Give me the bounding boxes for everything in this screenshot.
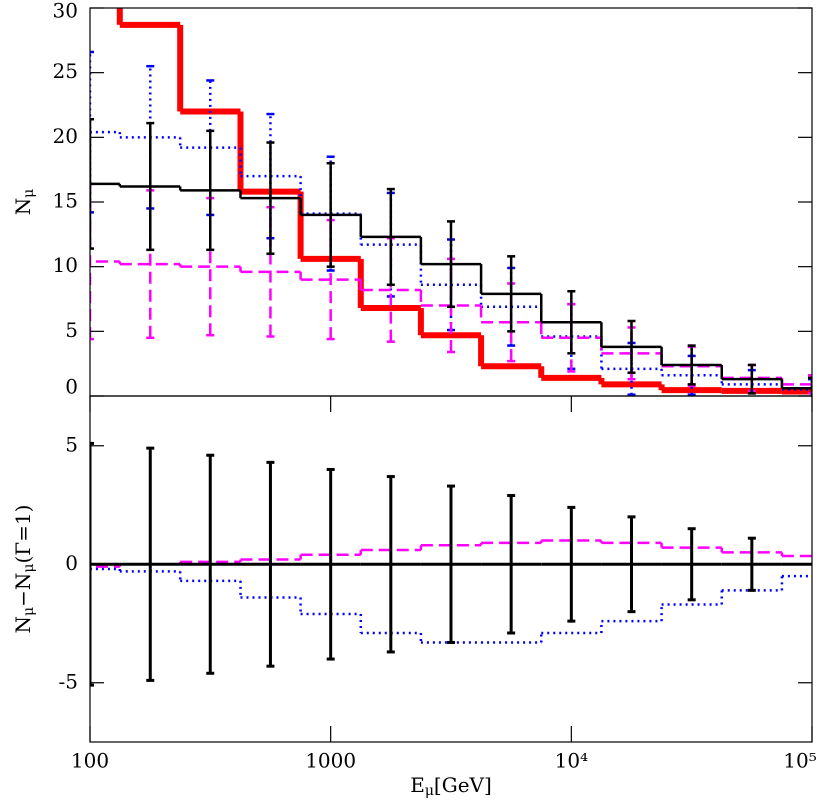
- x-axis-label: Eμ[GeV]: [410, 773, 492, 800]
- y-tick-label: 5: [65, 432, 78, 456]
- x-tick-label: 100: [71, 749, 109, 773]
- y-tick-label: 0: [65, 375, 78, 399]
- subscript: μ: [21, 607, 37, 616]
- y-tick-label: 10: [53, 253, 78, 277]
- subscript: μ: [21, 189, 37, 198]
- x-tick-label: 1000: [305, 749, 356, 773]
- y-tick-label: 0: [65, 551, 78, 575]
- y-tick-label: 30: [53, 0, 78, 23]
- label-part: (Γ=1): [11, 505, 35, 564]
- label-part: [GeV]: [434, 773, 492, 797]
- y-axis-label: Nμ: [11, 189, 38, 216]
- x-tick-label: 10⁴: [555, 749, 588, 773]
- label-part: E: [410, 773, 425, 797]
- subscript: μ: [425, 783, 434, 799]
- x-tick-label: 10⁵: [783, 749, 816, 773]
- y-axis-label: Nμ−Nμ(Γ=1): [11, 505, 38, 634]
- y-tick-label: 20: [53, 124, 78, 148]
- y-tick-label: 25: [53, 59, 78, 83]
- y-tick-label: 5: [65, 318, 78, 342]
- y-tick-label: -5: [59, 669, 78, 693]
- label-part: N: [11, 198, 35, 216]
- label-part: −N: [11, 573, 35, 607]
- label-part: N: [11, 616, 35, 634]
- y-tick-label: 15: [53, 189, 78, 213]
- plot-area: [90, 8, 812, 396]
- plot-area: [90, 441, 812, 687]
- panel-frame: [89, 395, 813, 743]
- subscript: μ: [21, 563, 37, 572]
